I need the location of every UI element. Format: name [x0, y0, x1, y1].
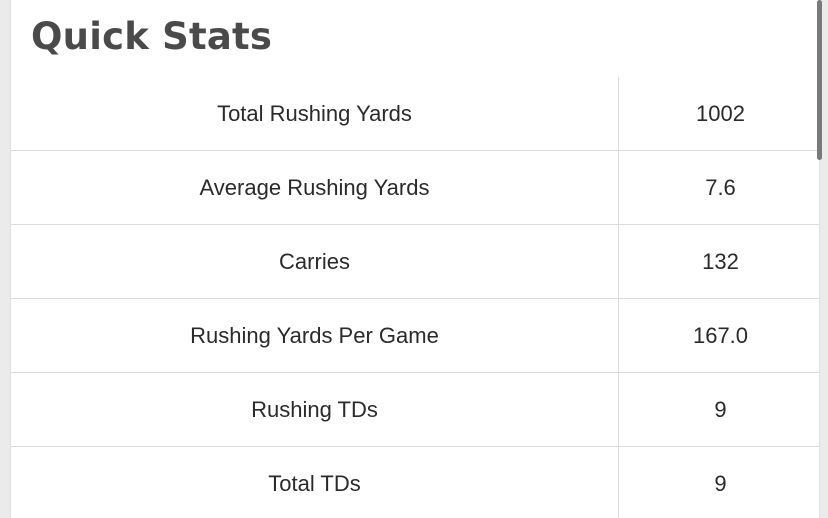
page-title: Quick Stats [31, 15, 273, 58]
stats-table: Total Rushing Yards 1002 Average Rushing… [11, 77, 819, 518]
table-row: Average Rushing Yards 7.6 [11, 150, 819, 225]
stat-label: Rushing TDs [11, 372, 619, 447]
table-row: Total Rushing Yards 1002 [11, 77, 819, 151]
stat-value: 132 [618, 224, 819, 299]
stat-label: Rushing Yards Per Game [11, 298, 619, 373]
stat-value: 1002 [618, 77, 819, 151]
scrollbar-thumb[interactable] [817, 0, 822, 160]
stat-value: 167.0 [618, 298, 819, 373]
table-row: Rushing Yards Per Game 167.0 [11, 298, 819, 373]
table-row: Carries 132 [11, 224, 819, 299]
stat-label: Total Rushing Yards [11, 77, 619, 151]
table-row: Rushing TDs 9 [11, 372, 819, 447]
stat-value: 7.6 [618, 150, 819, 225]
stat-label: Total TDs [11, 446, 619, 518]
stat-value: 9 [618, 446, 819, 518]
table-row: Total TDs 9 [11, 446, 819, 518]
quick-stats-card: Quick Stats Total Rushing Yards 1002 Ave… [10, 0, 820, 518]
stat-label: Average Rushing Yards [11, 150, 619, 225]
stat-value: 9 [618, 372, 819, 447]
stat-label: Carries [11, 224, 619, 299]
